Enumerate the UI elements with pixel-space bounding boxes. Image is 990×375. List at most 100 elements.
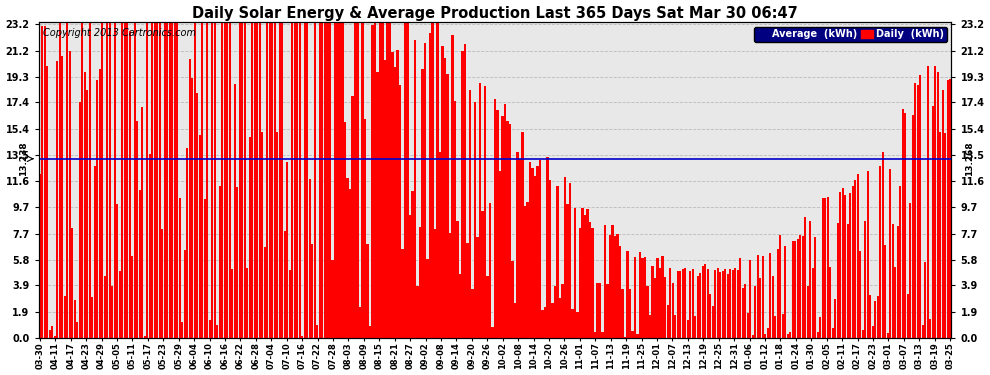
Bar (289, 270, 291, 338)
Bar (264, 247, 266, 338)
Bar (237, 187, 239, 338)
Bar (106, 20, 109, 338)
Bar (854, 180, 856, 338)
Bar (184, 250, 186, 338)
Bar (789, 332, 791, 338)
Bar (284, 231, 286, 338)
Bar (751, 335, 753, 338)
Bar (389, 20, 391, 338)
Bar (699, 273, 701, 338)
Bar (737, 270, 739, 338)
Bar (442, 46, 444, 338)
Bar (691, 270, 694, 338)
Bar (111, 285, 114, 338)
Bar (744, 284, 746, 338)
Bar (74, 300, 76, 338)
Bar (359, 308, 361, 338)
Bar (722, 272, 724, 338)
Bar (376, 72, 378, 338)
Bar (786, 334, 789, 338)
Bar (589, 222, 591, 338)
Bar (169, 20, 171, 338)
Bar (61, 56, 63, 338)
Bar (912, 115, 914, 338)
Bar (89, 20, 91, 338)
Bar (761, 256, 763, 338)
Bar (807, 286, 809, 338)
Bar (94, 166, 96, 338)
Bar (527, 202, 529, 338)
Bar (739, 258, 742, 338)
Bar (576, 312, 578, 338)
Bar (217, 325, 219, 338)
Bar (784, 246, 786, 338)
Bar (51, 326, 53, 338)
Bar (509, 124, 511, 338)
Bar (456, 221, 458, 338)
Bar (269, 20, 271, 338)
Bar (247, 268, 248, 338)
Bar (137, 121, 139, 338)
Bar (927, 66, 929, 338)
Bar (209, 320, 211, 338)
Bar (258, 20, 261, 338)
Bar (327, 20, 329, 338)
Bar (579, 228, 581, 338)
Bar (371, 25, 373, 338)
Bar (76, 322, 78, 338)
Bar (909, 203, 911, 338)
Bar (871, 326, 874, 338)
Bar (374, 20, 376, 338)
Bar (211, 20, 214, 338)
Bar (614, 236, 616, 338)
Bar (594, 332, 596, 338)
Bar (724, 269, 726, 338)
Bar (604, 225, 606, 338)
Bar (444, 58, 446, 338)
Bar (539, 160, 542, 338)
Bar (266, 20, 268, 338)
Bar (840, 192, 842, 338)
Bar (401, 249, 404, 338)
Bar (537, 166, 539, 338)
Bar (632, 332, 634, 338)
Bar (91, 297, 93, 338)
Bar (151, 20, 153, 338)
Bar (119, 270, 121, 338)
Bar (304, 20, 306, 338)
Bar (412, 191, 414, 338)
Bar (129, 31, 131, 338)
Bar (507, 121, 509, 338)
Bar (686, 320, 689, 338)
Title: Daily Solar Energy & Average Production Last 365 Days Sat Mar 30 06:47: Daily Solar Energy & Average Production … (192, 6, 798, 21)
Bar (427, 259, 429, 338)
Bar (429, 33, 431, 338)
Bar (47, 66, 49, 338)
Bar (417, 286, 419, 338)
Bar (581, 209, 583, 338)
Bar (574, 208, 576, 338)
Bar (496, 110, 499, 338)
Bar (799, 235, 801, 338)
Bar (627, 251, 629, 338)
Bar (827, 197, 829, 338)
Bar (551, 303, 553, 338)
Bar (454, 101, 456, 338)
Bar (459, 274, 461, 338)
Bar (924, 262, 927, 338)
Bar (189, 59, 191, 338)
Bar (79, 102, 81, 338)
Bar (779, 235, 781, 338)
Bar (940, 132, 941, 338)
Bar (802, 236, 804, 338)
Bar (147, 20, 148, 338)
Bar (153, 20, 156, 338)
Bar (864, 221, 866, 338)
Bar (649, 315, 651, 338)
Bar (756, 255, 758, 338)
Bar (904, 113, 906, 338)
Bar (514, 303, 516, 338)
Bar (879, 166, 881, 338)
Bar (914, 84, 916, 338)
Bar (734, 268, 737, 338)
